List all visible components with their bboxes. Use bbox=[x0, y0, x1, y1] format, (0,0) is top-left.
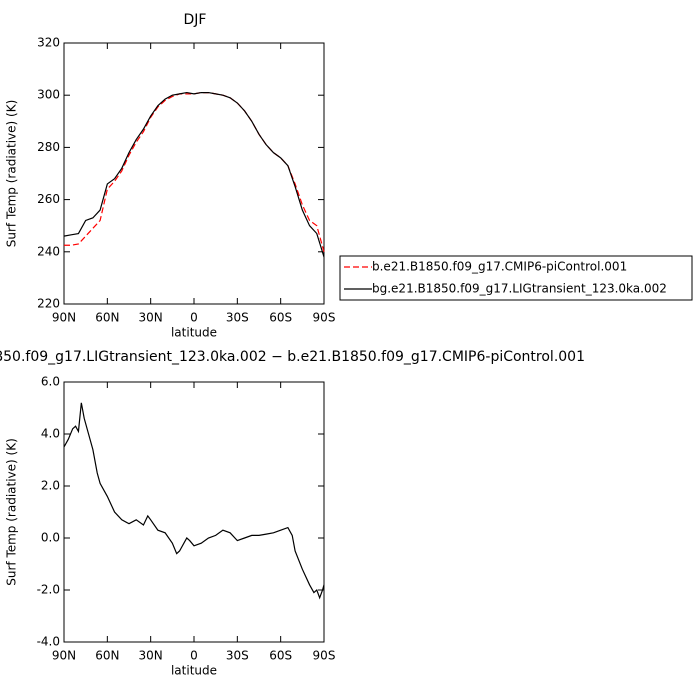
x-tick-label: 90N bbox=[52, 649, 76, 663]
y-tick-label: -4.0 bbox=[37, 635, 60, 649]
panel-title: bg.e21.B1850.f09_g17.LIGtransient_123.0k… bbox=[0, 349, 585, 365]
y-tick-label: -2.0 bbox=[37, 583, 60, 597]
y-tick-label: 280 bbox=[37, 140, 60, 154]
plot-frame bbox=[63, 42, 325, 305]
y-tick-label: 320 bbox=[37, 36, 60, 50]
x-axis-label: latitude bbox=[171, 326, 217, 340]
x-tick-label: 30N bbox=[139, 649, 163, 663]
y-axis-label: Surf Temp (radiative) (K) bbox=[5, 100, 19, 248]
x-tick-label: 30S bbox=[226, 311, 249, 325]
data-line bbox=[63, 402, 325, 600]
x-tick-label: 60S bbox=[269, 649, 292, 663]
x-tick-label: 30S bbox=[226, 649, 249, 663]
y-axis-label: Surf Temp (radiative) (K) bbox=[5, 438, 19, 586]
x-tick-label: 90N bbox=[52, 311, 76, 325]
x-tick-label: 60N bbox=[95, 311, 119, 325]
y-tick-label: 6.0 bbox=[41, 375, 60, 389]
x-tick-label: 30N bbox=[139, 311, 163, 325]
x-tick-label: 0 bbox=[190, 311, 198, 325]
y-tick-label: 300 bbox=[37, 88, 60, 102]
legend-label: b.e21.B1850.f09_g17.CMIP6-piControl.001 bbox=[372, 260, 627, 274]
x-axis-label: latitude bbox=[171, 664, 217, 678]
x-tick-label: 90S bbox=[313, 649, 336, 663]
x-tick-label: 90S bbox=[313, 311, 336, 325]
y-tick-label: 260 bbox=[37, 192, 60, 206]
data-line bbox=[63, 91, 325, 258]
x-tick-label: 60N bbox=[95, 649, 119, 663]
y-tick-label: 220 bbox=[37, 297, 60, 311]
y-tick-label: 0.0 bbox=[41, 531, 60, 545]
panel-title: DJF bbox=[184, 12, 207, 28]
x-tick-label: 60S bbox=[269, 311, 292, 325]
y-tick-label: 4.0 bbox=[41, 427, 60, 441]
data-line bbox=[64, 91, 325, 252]
plot-frame bbox=[63, 381, 325, 643]
y-tick-label: 240 bbox=[37, 244, 60, 258]
legend-box bbox=[339, 255, 693, 301]
x-tick-label: 0 bbox=[190, 649, 198, 663]
legend-label: bg.e21.B1850.f09_g17.LIGtransient_123.0k… bbox=[372, 282, 667, 296]
y-tick-label: 2.0 bbox=[41, 479, 60, 493]
